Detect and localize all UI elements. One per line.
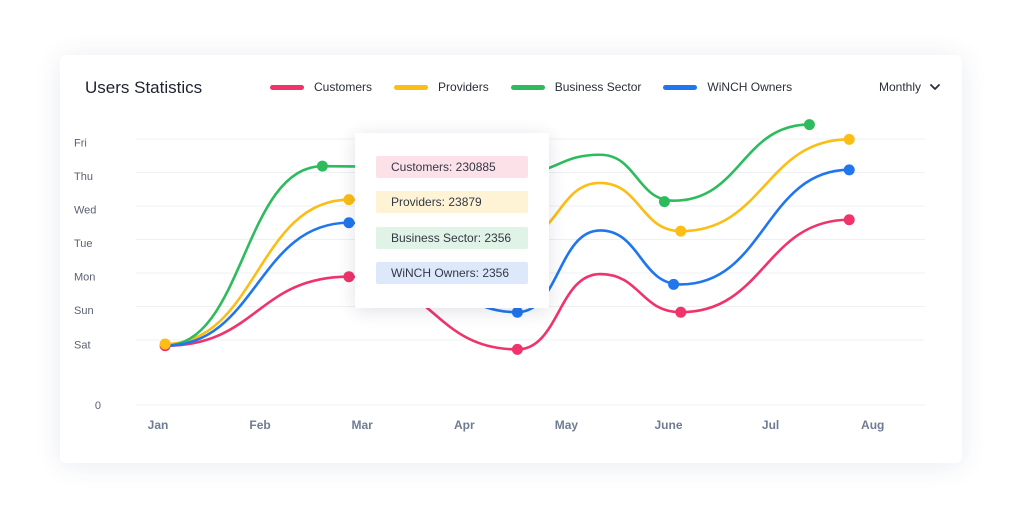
legend-swatch-winch-owners <box>663 84 698 90</box>
legend-item-business-sector[interactable]: Business Sector <box>510 80 642 94</box>
y-tick-label: Wed <box>74 205 96 217</box>
x-tick-label: May <box>555 418 579 432</box>
y-tick-label: Fri <box>74 138 87 150</box>
y-tick-label: Sun <box>74 305 94 317</box>
legend-label: Customers <box>314 80 373 94</box>
data-point-business-sector <box>803 119 815 131</box>
legend-label: Business Sector <box>554 80 642 94</box>
series-line-customers <box>163 218 851 351</box>
data-point-business-sector <box>658 196 670 208</box>
legend-item-customers[interactable]: Customers <box>270 80 372 94</box>
tooltip-business-sector: Business Sector: 2356 <box>376 227 528 249</box>
legend-item-winch-owners[interactable]: WiNCH Owners <box>663 80 792 94</box>
data-point-providers <box>675 225 687 237</box>
legend-item-providers[interactable]: Providers <box>394 80 489 94</box>
chart-title: Users Statistics <box>85 78 203 97</box>
data-point-customers <box>675 306 687 318</box>
data-point-providers <box>343 194 355 206</box>
y-tick-label: Sat <box>74 340 91 352</box>
x-axis-ticks: Jan Feb Mar Apr May June Jul Aug <box>148 418 885 432</box>
tooltip-providers: Providers: 23879 <box>376 191 528 213</box>
x-tick-label: June <box>654 418 682 432</box>
data-point-winch-owners <box>343 217 355 229</box>
y-axis-ticks: 0 Sat Sun Mon Tue Wed Thu Fri <box>74 138 101 413</box>
data-point-customers <box>343 271 355 283</box>
data-tooltip: Customers: 230885 Providers: 23879 Busin… <box>355 133 549 308</box>
data-point-providers <box>159 338 171 350</box>
legend-swatch-customers <box>270 84 304 90</box>
period-dropdown[interactable]: Monthly <box>879 80 941 94</box>
data-point-winch-owners <box>668 278 680 290</box>
legend: Customers Providers Business Sector WiNC… <box>270 80 814 94</box>
y-tick-label: 0 <box>95 400 101 412</box>
legend-label: WiNCH Owners <box>707 80 793 94</box>
x-tick-label: Jan <box>148 418 169 432</box>
series-markers <box>159 119 855 355</box>
period-dropdown-label: Monthly <box>879 80 922 94</box>
y-tick-label: Tue <box>74 238 93 250</box>
y-tick-label: Mon <box>74 272 95 284</box>
y-tick-label: Thu <box>74 171 93 183</box>
x-tick-label: Aug <box>861 418 884 432</box>
tooltip-winch-owners: WiNCH Owners: 2356 <box>376 262 528 284</box>
data-point-business-sector <box>316 160 328 172</box>
x-tick-label: Mar <box>352 418 374 432</box>
tooltip-customers: Customers: 230885 <box>376 156 528 178</box>
legend-swatch-providers <box>394 84 429 90</box>
chevron-down-icon <box>930 84 940 90</box>
legend-swatch-business-sector <box>510 84 545 90</box>
data-point-winch-owners <box>511 306 523 318</box>
data-point-customers <box>843 214 855 226</box>
x-tick-label: Apr <box>454 418 475 432</box>
data-point-winch-owners <box>843 164 855 176</box>
x-tick-label: Jul <box>762 418 779 432</box>
x-tick-label: Feb <box>249 418 270 432</box>
data-point-providers <box>843 133 855 145</box>
data-point-customers <box>511 343 523 355</box>
legend-label: Providers <box>438 80 489 94</box>
